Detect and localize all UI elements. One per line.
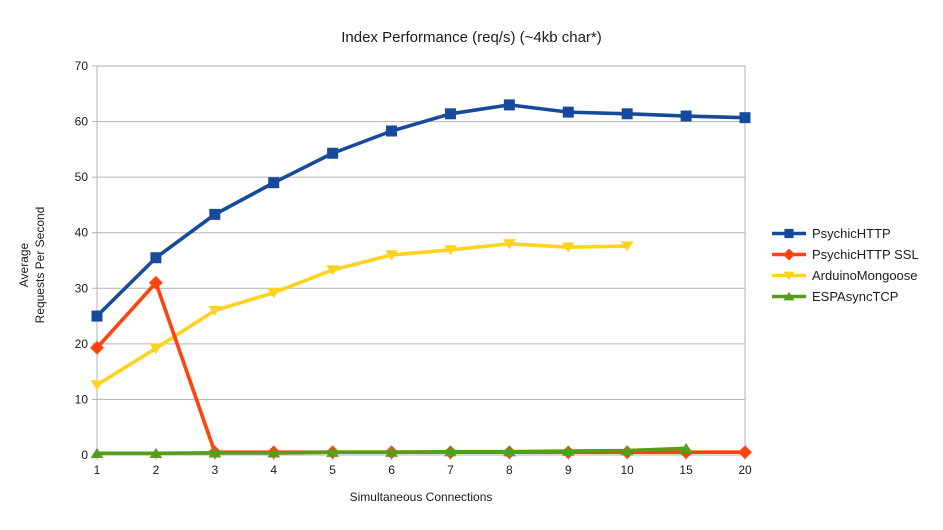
x-tick-label: 5 bbox=[329, 463, 336, 477]
series-marker-triangle-up bbox=[503, 446, 516, 457]
x-axis-title: Simultaneous Connections bbox=[349, 490, 493, 504]
series-marker-triangle-down bbox=[267, 288, 281, 299]
x-tick-label: 8 bbox=[506, 463, 513, 477]
series-marker-triangle-up bbox=[561, 445, 575, 456]
legend-triangle-down-marker-icon bbox=[772, 269, 806, 282]
y-tick-label: 50 bbox=[75, 170, 89, 184]
plot-border bbox=[96, 65, 746, 456]
series-line-arduinomongoose bbox=[95, 242, 629, 387]
series-marker-triangle-up bbox=[90, 447, 104, 459]
series-marker-square bbox=[621, 108, 633, 120]
x-tick-label: 15 bbox=[679, 463, 693, 477]
series-marker-triangle-down bbox=[208, 305, 222, 317]
legend-swatch-graphic bbox=[772, 271, 806, 281]
y-axis-title-line1: Average bbox=[17, 242, 31, 288]
legend: PsychicHTTP PsychicHTTP SSL ArduinoMongo… bbox=[772, 223, 919, 307]
y-tick-label: 20 bbox=[75, 337, 89, 351]
series-marker-square bbox=[150, 252, 162, 264]
series-marker-triangle-up bbox=[267, 447, 281, 458]
series-marker-square bbox=[268, 177, 280, 189]
series-marker-diamond bbox=[149, 275, 163, 290]
y-tick-label: 10 bbox=[75, 392, 89, 406]
legend-swatch-graphic bbox=[772, 291, 806, 301]
series-marker-triangle-down bbox=[620, 241, 634, 252]
series-marker-diamond bbox=[90, 340, 104, 355]
x-tick-label: 3 bbox=[211, 463, 218, 477]
legend-triangle-up-marker-icon bbox=[772, 290, 806, 303]
series-marker-triangle-down bbox=[326, 265, 339, 276]
x-tick-label: 9 bbox=[565, 463, 572, 477]
series-marker-triangle-up bbox=[620, 445, 634, 456]
series-marker-triangle-down bbox=[444, 245, 457, 256]
legend-label-psychichttp: PsychicHTTP bbox=[812, 226, 891, 241]
legend-swatch-graphic bbox=[772, 248, 806, 261]
series-marker-square bbox=[444, 108, 456, 120]
series-marker-square bbox=[562, 106, 574, 118]
legend-label-arduinomongoose: ArduinoMongoose bbox=[812, 268, 918, 283]
legend-swatch-graphic bbox=[772, 228, 806, 239]
series-marker-triangle-up bbox=[444, 446, 457, 457]
series-marker-square bbox=[327, 147, 339, 159]
legend-label-espasynctcp: ESPAsyncTCP bbox=[812, 289, 899, 304]
series-line-psychichttp bbox=[95, 103, 747, 318]
legend-diamond-marker-icon bbox=[772, 248, 806, 261]
y-tick-label: 0 bbox=[81, 448, 88, 462]
legend-item-arduinomongoose: ArduinoMongoose bbox=[772, 265, 919, 286]
legend-item-espasynctcp: ESPAsyncTCP bbox=[772, 286, 919, 307]
y-tick-label: 60 bbox=[75, 115, 89, 129]
x-tick-label: 1 bbox=[94, 463, 101, 477]
series-marker-square bbox=[386, 125, 398, 137]
legend-item-psychichttp-ssl: PsychicHTTP SSL bbox=[772, 244, 919, 265]
series-marker-triangle-down bbox=[90, 380, 104, 391]
series-marker-triangle-up bbox=[326, 446, 339, 457]
legend-label-psychichttp-ssl: PsychicHTTP SSL bbox=[812, 247, 919, 262]
series-marker-diamond bbox=[738, 445, 752, 460]
chart-title: Index Performance (req/s) (~4kb char*) bbox=[341, 29, 602, 46]
y-axis-title-line2: Requests Per Second bbox=[33, 206, 47, 324]
legend-item-psychichttp: PsychicHTTP bbox=[772, 223, 919, 244]
legend-square-marker-icon bbox=[772, 227, 806, 240]
y-tick-label: 40 bbox=[75, 226, 89, 240]
series-marker-triangle-up bbox=[679, 442, 693, 454]
x-tick-label: 4 bbox=[270, 463, 277, 477]
x-tick-label: 20 bbox=[738, 463, 752, 477]
series-marker-square bbox=[739, 112, 751, 124]
series-marker-square bbox=[503, 99, 515, 111]
series-marker-square bbox=[91, 310, 103, 322]
y-tick-label: 30 bbox=[75, 281, 89, 295]
series-marker-square bbox=[209, 208, 221, 220]
y-tick-label: 70 bbox=[75, 59, 89, 73]
y-axis-title-text: Average Requests Per Second bbox=[16, 207, 48, 324]
series-marker-triangle-up bbox=[149, 447, 163, 459]
x-tick-label: 6 bbox=[388, 463, 395, 477]
series-marker-triangle-down bbox=[503, 239, 516, 250]
series-marker-square bbox=[680, 110, 692, 122]
x-tick-label: 10 bbox=[621, 463, 635, 477]
series-marker-triangle-down bbox=[385, 250, 398, 261]
x-tick-label: 2 bbox=[153, 463, 160, 477]
series-marker-triangle-down bbox=[561, 242, 575, 253]
series-marker-triangle-up bbox=[385, 446, 398, 457]
series-marker-triangle-up bbox=[208, 447, 222, 458]
x-tick-label: 7 bbox=[447, 463, 454, 477]
series-marker-triangle-down bbox=[149, 343, 163, 354]
series-line-psychichttp-ssl bbox=[95, 280, 747, 455]
